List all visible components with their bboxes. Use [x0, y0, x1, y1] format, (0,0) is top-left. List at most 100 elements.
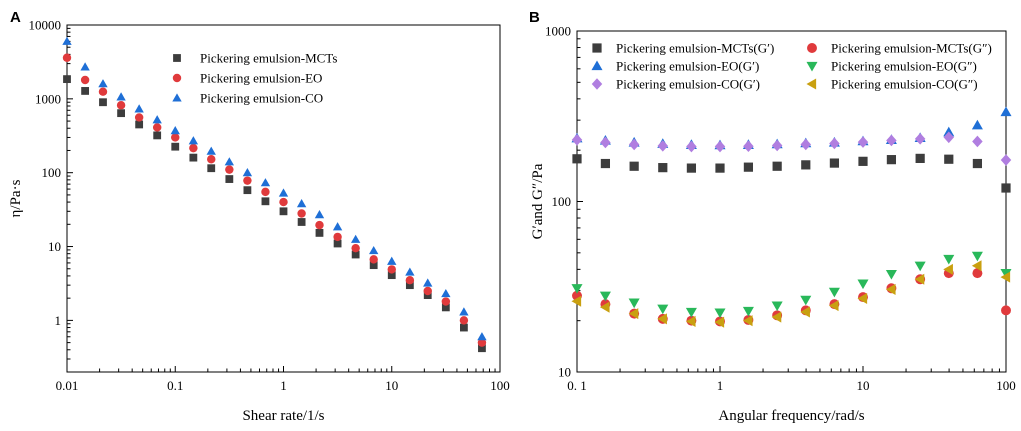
panel-a-s2-point	[207, 155, 216, 164]
panel-a-s3-point	[477, 332, 487, 341]
panel-b-s1-point	[600, 158, 611, 169]
panel-b-y-tick-label: 10	[558, 365, 571, 380]
panel-a-s3-point	[170, 126, 180, 135]
panel-b-s1-point	[629, 161, 639, 171]
panel-b-s1-point	[944, 154, 954, 164]
panel-a-legend-label-2: Pickering emulsion-EO	[200, 71, 322, 86]
panel-b-s5-point	[686, 140, 697, 153]
panel-a-s2-point	[189, 143, 198, 153]
panel-a-y-tick-label: 10000	[29, 18, 62, 33]
panel-b-s5-point	[571, 134, 583, 146]
panel-a-legend-marker-2	[172, 73, 182, 83]
panel-b-s5-point	[857, 136, 869, 148]
panel-b-s4-point	[885, 269, 897, 280]
panel-a-s1-point	[225, 175, 234, 183]
panel-b-series-5	[571, 131, 1012, 166]
panel-b-s6-point	[914, 273, 925, 285]
panel-b-s6-point	[828, 300, 839, 312]
panel-a: A 0.01 0.1 1 10 100 1 10 100 1000 10000 Shear rate/…	[8, 9, 510, 424]
panel-a-s1-point	[279, 207, 288, 216]
panel-a-s3-point	[423, 278, 433, 287]
panel-b-s4-point	[1000, 269, 1012, 279]
panel-a-s3-point	[296, 199, 307, 208]
panel-a-s1-point	[117, 109, 125, 118]
panel-b-s1-point	[829, 158, 840, 168]
panel-a-series-3	[62, 36, 487, 341]
panel-a-s3-point	[134, 104, 144, 113]
panel-b-s6-point	[971, 260, 982, 272]
panel-b-y-tick-label: 100	[552, 194, 572, 209]
panel-a-s1-point	[261, 197, 270, 206]
panel-b-s6-point	[714, 316, 725, 328]
panel-a-s3-point	[242, 168, 253, 177]
panel-a-s2-point	[351, 243, 360, 253]
panel-b-s6-point	[943, 263, 953, 275]
panel-b-s1-point	[886, 155, 897, 165]
panel-b-label: B	[529, 9, 540, 26]
panel-a-y-tick-label: 1	[55, 313, 62, 328]
panel-a-s2-point	[62, 53, 72, 62]
panel-a-s2-point	[225, 165, 234, 174]
panel-b-s6-point	[800, 306, 810, 318]
panel-a-s2-point	[477, 338, 487, 347]
panel-b-legend-marker-6	[806, 78, 817, 90]
panel-b-s4-point	[800, 295, 812, 306]
panel-b-s4-point	[571, 284, 583, 294]
panel-a-s1-point	[315, 228, 324, 237]
panel-b-s3-point	[943, 126, 955, 137]
panel-a-s3-point	[332, 222, 343, 231]
panel-a-x-tick-label: 10	[385, 378, 398, 393]
panel-b-s1-point	[572, 154, 582, 164]
panel-b-legend-marker-2	[807, 43, 817, 53]
panel-b-s1-point	[658, 163, 668, 173]
panel-b-s6-point	[742, 315, 753, 327]
panel-b-s1-point	[915, 153, 925, 163]
panel-a-s3-point	[405, 267, 415, 276]
panel-b-s6-point	[599, 301, 610, 313]
panel-a-s2-point	[459, 316, 469, 325]
panel-a-s1-point	[171, 142, 180, 151]
panel-b-legend-label-1: Pickering emulsion-MCTs(G′)	[616, 41, 774, 56]
panel-a-y-tick-label: 1000	[35, 91, 61, 106]
panel-a-s3-point	[62, 36, 72, 45]
panel-a-s1-point	[63, 75, 71, 84]
panel-b-legend-label-2: Pickering emulsion-MCTs(G″)	[831, 41, 992, 56]
panel-b-y-tick-label: 1000	[545, 24, 571, 39]
panel-b-s4-point	[628, 298, 640, 309]
panel-a-s2-point	[279, 197, 288, 207]
panel-b-s6-point	[885, 283, 896, 295]
panel-b-s5-point	[600, 136, 611, 149]
panel-a-s1-point	[441, 303, 450, 312]
panel-a-s1-point	[81, 87, 90, 95]
panel-a-s2-point	[387, 265, 396, 274]
panel-b-s1-point	[715, 163, 725, 173]
panel-b-s4-point	[828, 287, 840, 298]
panel-a-s3-point	[278, 188, 289, 197]
panel-b-s1-point	[743, 162, 754, 172]
panel-a-s2-point	[369, 255, 378, 264]
panel-b-x-tick-label: 10	[857, 378, 870, 393]
panel-b-s5-point	[714, 140, 726, 153]
panel-a-s1-point	[405, 281, 414, 290]
panel-b-x-tick-label: 100	[996, 378, 1016, 393]
panel-b-s1-point	[686, 163, 697, 173]
panel-a-s2-point	[152, 123, 162, 132]
panel-b-y-axis-title: G′and G″/Pa	[530, 163, 546, 239]
panel-b-s5-point	[914, 133, 926, 145]
panel-a-series-1	[63, 75, 486, 353]
panel-b-s5-point	[771, 139, 783, 152]
panel-b-s5-point	[800, 138, 812, 151]
panel-b-s5-point	[829, 137, 840, 150]
panel-b-s6-point	[857, 292, 868, 304]
panel-a-s3-point	[98, 79, 108, 88]
panel-a-y-tick-label: 10	[48, 239, 61, 254]
panel-a-legend-label-1: Pickering emulsion-MCTs	[200, 51, 337, 66]
panel-b-s4-point	[914, 261, 926, 272]
panel-a-s1-point	[153, 131, 162, 140]
panel-a-s1-point	[460, 323, 468, 332]
panel-b-legend-label-4: Pickering emulsion-EO(G″)	[831, 59, 977, 74]
panel-b-legend-marker-3	[591, 60, 603, 71]
panel-a-s2-point	[423, 286, 432, 296]
panel-b-s4-point	[742, 306, 754, 317]
